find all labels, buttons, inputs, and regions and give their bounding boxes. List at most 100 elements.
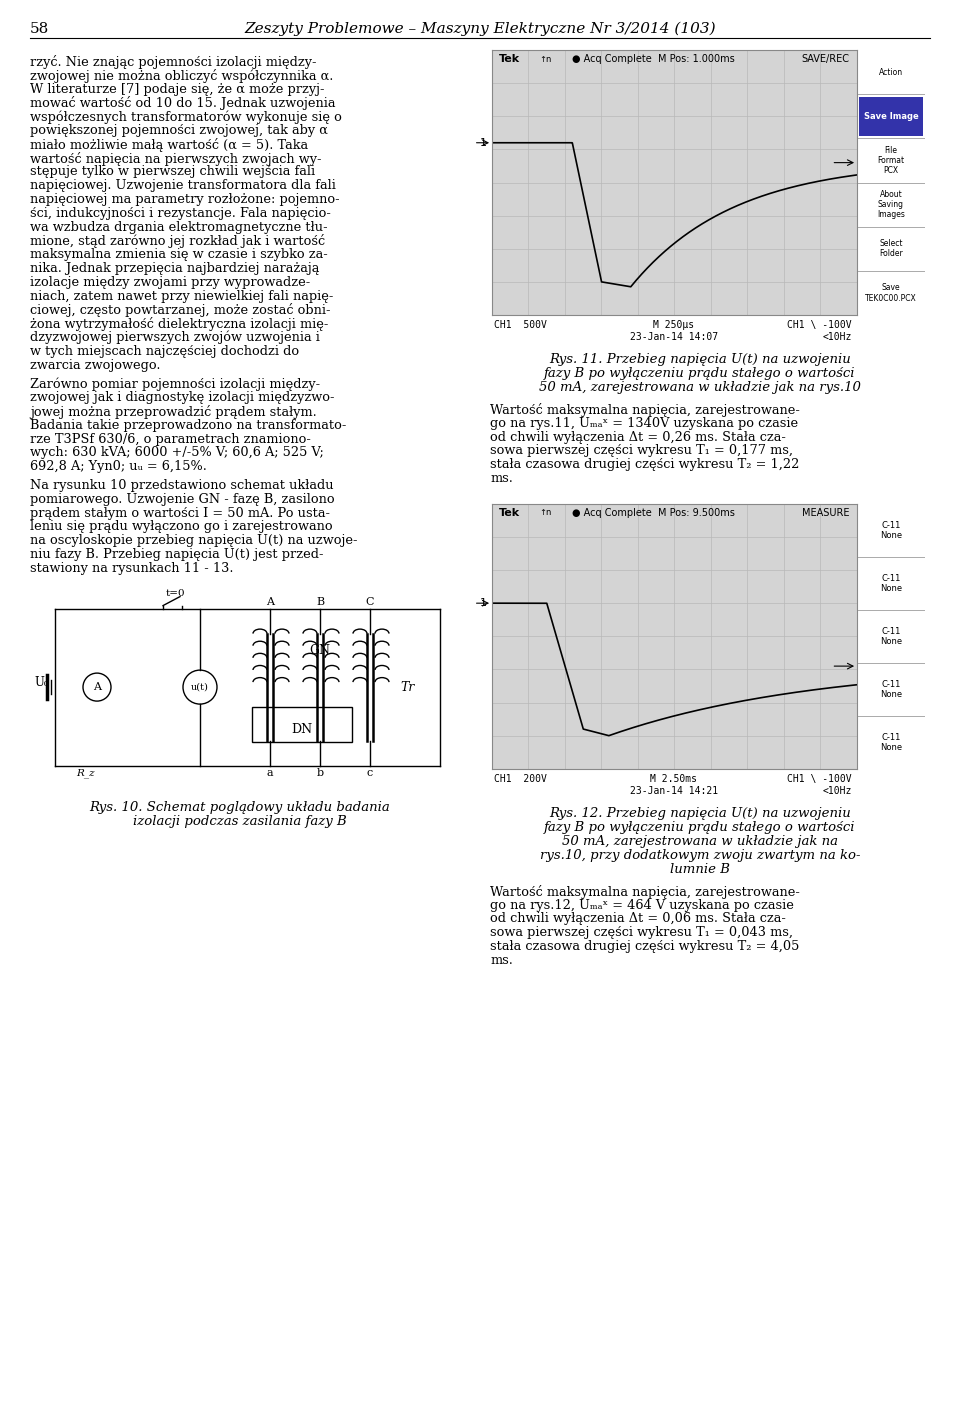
Text: 1: 1: [480, 599, 487, 609]
Text: File
Format
PCX: File Format PCX: [877, 146, 904, 176]
Text: Zeszyty Problemowe – Maszyny Elektryczne Nr 3/2014 (103): Zeszyty Problemowe – Maszyny Elektryczne…: [244, 23, 716, 37]
Text: Save Image: Save Image: [864, 112, 919, 121]
Text: go na rys.12, Uₘₐˣ = 464 V uzyskana po czasie: go na rys.12, Uₘₐˣ = 464 V uzyskana po c…: [490, 898, 794, 911]
Text: fazy B po wyłączeniu prądu stałego o wartości: fazy B po wyłączeniu prądu stałego o war…: [544, 820, 855, 834]
Text: R_z: R_z: [76, 769, 94, 779]
Text: napięciowej. Uzwojenie transformatora dla fali: napięciowej. Uzwojenie transformatora dl…: [30, 179, 336, 192]
Text: stała czasowa drugiej części wykresu T₂ = 1,22: stała czasowa drugiej części wykresu T₂ …: [490, 458, 800, 471]
Text: GN: GN: [309, 644, 330, 657]
Text: zwarcia zwojowego.: zwarcia zwojowego.: [30, 359, 160, 372]
Text: 50 mA, zarejestrowana w układzie jak na rys.10: 50 mA, zarejestrowana w układzie jak na …: [540, 380, 861, 394]
Text: Tek: Tek: [499, 54, 520, 64]
Text: CH1 \ -100V: CH1 \ -100V: [787, 773, 852, 783]
Text: Tr: Tr: [400, 681, 415, 694]
Text: zwojowej jak i diagnostykę izolacji międzyzwo-: zwojowej jak i diagnostykę izolacji międ…: [30, 392, 334, 404]
Text: Zarówno pomiar pojemności izolacji między-: Zarówno pomiar pojemności izolacji międz…: [30, 377, 320, 390]
Text: CH1 \ -100V: CH1 \ -100V: [787, 321, 852, 331]
Text: M 2.50ms: M 2.50ms: [651, 773, 698, 783]
Text: ● Acq Complete  M Pos: 1.000ms: ● Acq Complete M Pos: 1.000ms: [572, 54, 735, 64]
Text: współczesnych transformatorów wykonuje się o: współczesnych transformatorów wykonuje s…: [30, 111, 342, 123]
Text: Save
TEK0C00.PCX: Save TEK0C00.PCX: [865, 284, 917, 302]
Text: c: c: [367, 768, 373, 778]
Text: u(t): u(t): [191, 683, 209, 691]
Text: rzyć. Nie znając pojemności izolacji między-: rzyć. Nie znając pojemności izolacji mię…: [30, 55, 317, 70]
Text: wych: 630 kVA; 6000 +/-5% V; 60,6 A; 525 V;: wych: 630 kVA; 6000 +/-5% V; 60,6 A; 525…: [30, 447, 324, 460]
Text: B: B: [316, 596, 324, 606]
Text: na oscyloskopie przebieg napięcia U(t) na uzwoje-: na oscyloskopie przebieg napięcia U(t) n…: [30, 534, 357, 548]
Text: CH1  500V: CH1 500V: [494, 321, 547, 331]
Text: C-11
None: C-11 None: [880, 680, 902, 700]
Text: napięciowej ma parametry rozłożone: pojemno-: napięciowej ma parametry rozłożone: poje…: [30, 193, 340, 206]
Text: Wartość maksymalna napięcia, zarejestrowane-: Wartość maksymalna napięcia, zarejestrow…: [490, 885, 800, 898]
Text: ms.: ms.: [490, 473, 513, 485]
Text: dzyzwojowej pierwszych zwojów uzwojenia i: dzyzwojowej pierwszych zwojów uzwojenia …: [30, 331, 320, 345]
Text: pomiarowego. Uzwojenie GN - fazę B, zasilono: pomiarowego. Uzwojenie GN - fazę B, zasi…: [30, 492, 335, 505]
Text: mione, stąd zarówno jej rozkład jak i wartość: mione, stąd zarówno jej rozkład jak i wa…: [30, 234, 325, 248]
Text: Action: Action: [879, 68, 903, 77]
Text: Tek: Tek: [499, 508, 520, 518]
Text: C: C: [366, 596, 374, 606]
Text: stawiony na rysunkach 11 - 13.: stawiony na rysunkach 11 - 13.: [30, 562, 233, 575]
Text: W literaturze [7] podaje się, że α może przyj-: W literaturze [7] podaje się, że α może …: [30, 82, 324, 95]
Text: prądem stałym o wartości I = 50 mA. Po usta-: prądem stałym o wartości I = 50 mA. Po u…: [30, 507, 330, 519]
Text: rys.10, przy dodatkowym zwoju zwartym na ko-: rys.10, przy dodatkowym zwoju zwartym na…: [540, 849, 860, 861]
Bar: [252, 707, 352, 742]
Text: maksymalna zmienia się w czasie i szybko za-: maksymalna zmienia się w czasie i szybko…: [30, 248, 327, 261]
Text: 23-Jan-14 14:07: 23-Jan-14 14:07: [630, 332, 718, 342]
Text: nika. Jednak przepięcia najbardziej narażają: nika. Jednak przepięcia najbardziej nara…: [30, 263, 320, 275]
Text: C-11
None: C-11 None: [880, 573, 902, 593]
Text: fazy B po wyłączeniu prądu stałego o wartości: fazy B po wyłączeniu prądu stałego o war…: [544, 368, 855, 380]
Text: U₀: U₀: [35, 675, 49, 688]
Text: Wartość maksymalna napięcia, zarejestrowane-: Wartość maksymalna napięcia, zarejestrow…: [490, 403, 800, 417]
Text: b: b: [317, 768, 324, 778]
Text: sowa pierwszej części wykresu T₁ = 0,043 ms,: sowa pierwszej części wykresu T₁ = 0,043…: [490, 927, 793, 939]
Text: <10Hz: <10Hz: [823, 786, 852, 796]
Text: ● Acq Complete  M Pos: 9.500ms: ● Acq Complete M Pos: 9.500ms: [572, 508, 735, 518]
Text: stępuje tylko w pierwszej chwili wejścia fali: stępuje tylko w pierwszej chwili wejścia…: [30, 166, 315, 179]
Text: Badania takie przeprowadzono na transformato-: Badania takie przeprowadzono na transfor…: [30, 419, 347, 431]
Text: leniu się prądu wyłączono go i zarejestrowano: leniu się prądu wyłączono go i zarejestr…: [30, 521, 332, 534]
Text: 50 mA, zarejestrowana w układzie jak na: 50 mA, zarejestrowana w układzie jak na: [562, 834, 838, 847]
Text: Rys. 10. Schemat poglądowy układu badania: Rys. 10. Schemat poglądowy układu badani…: [89, 800, 391, 813]
Text: A: A: [93, 683, 101, 692]
Text: mować wartość od 10 do 15. Jednak uzwojenia: mować wartość od 10 do 15. Jednak uzwoje…: [30, 96, 335, 111]
Text: a: a: [267, 768, 274, 778]
Text: zwojowej nie można obliczyć współczynnika α.: zwojowej nie można obliczyć współczynnik…: [30, 68, 333, 82]
Text: DN: DN: [292, 724, 313, 736]
Text: About
Saving
Images: About Saving Images: [877, 190, 905, 220]
Text: A: A: [266, 596, 274, 606]
Text: ciowej, często powtarzanej, może zostać obni-: ciowej, często powtarzanej, może zostać …: [30, 304, 330, 318]
Text: od chwili wyłączenia Δt = 0,06 ms. Stała cza-: od chwili wyłączenia Δt = 0,06 ms. Stała…: [490, 912, 786, 925]
Text: Na rysunku 10 przedstawiono schemat układu: Na rysunku 10 przedstawiono schemat ukła…: [30, 480, 334, 492]
Text: ↑n: ↑n: [540, 54, 552, 64]
Text: lumnie B: lumnie B: [670, 863, 730, 876]
Text: t=0: t=0: [165, 589, 185, 597]
Text: wartość napięcia na pierwszych zwojach wy-: wartość napięcia na pierwszych zwojach w…: [30, 152, 322, 166]
Text: niu fazy B. Przebieg napięcia U(t) jest przed-: niu fazy B. Przebieg napięcia U(t) jest …: [30, 548, 324, 561]
Text: izolacje między zwojami przy wyprowadze-: izolacje między zwojami przy wyprowadze-: [30, 275, 310, 289]
Text: od chwili wyłączenia Δt = 0,26 ms. Stała cza-: od chwili wyłączenia Δt = 0,26 ms. Stała…: [490, 430, 786, 444]
Text: 58: 58: [30, 23, 49, 35]
Text: jowej można przeprowadzić prądem stałym.: jowej można przeprowadzić prądem stałym.: [30, 404, 317, 419]
Bar: [859, 96, 923, 136]
Text: C-11
None: C-11 None: [880, 732, 902, 752]
Text: wa wzbudza drgania elektromagnetyczne tłu-: wa wzbudza drgania elektromagnetyczne tł…: [30, 220, 327, 234]
Text: Rys. 11. Przebieg napięcia U(t) na uzwojeniu: Rys. 11. Przebieg napięcia U(t) na uzwoj…: [549, 353, 851, 366]
Text: 23-Jan-14 14:21: 23-Jan-14 14:21: [630, 786, 718, 796]
Text: ms.: ms.: [490, 954, 513, 966]
Text: w tych miejscach najczęściej dochodzi do: w tych miejscach najczęściej dochodzi do: [30, 345, 300, 358]
Text: MEASURE: MEASURE: [803, 508, 850, 518]
Text: M 250μs: M 250μs: [654, 321, 695, 331]
Text: ści, indukcyjności i rezystancje. Fala napięcio-: ści, indukcyjności i rezystancje. Fala n…: [30, 207, 331, 220]
Text: Rys. 12. Przebieg napięcia U(t) na uzwojeniu: Rys. 12. Przebieg napięcia U(t) na uzwoj…: [549, 807, 851, 820]
Text: niach, zatem nawet przy niewielkiej fali napię-: niach, zatem nawet przy niewielkiej fali…: [30, 289, 333, 302]
Text: ↑n: ↑n: [540, 508, 552, 518]
Text: stała czasowa drugiej części wykresu T₂ = 4,05: stała czasowa drugiej części wykresu T₂ …: [490, 939, 800, 954]
Text: SAVE/REC: SAVE/REC: [802, 54, 850, 64]
Text: żona wytrzymałość dielektryczna izolacji mię-: żona wytrzymałość dielektryczna izolacji…: [30, 318, 328, 331]
Text: 692,8 A; Yyn0; uᵤ = 6,15%.: 692,8 A; Yyn0; uᵤ = 6,15%.: [30, 460, 206, 473]
Text: miało możliwie małą wartość (α = 5). Taka: miało możliwie małą wartość (α = 5). Tak…: [30, 138, 308, 152]
Text: powiększonej pojemności zwojowej, tak aby α: powiększonej pojemności zwojowej, tak ab…: [30, 123, 328, 138]
Text: rze T3PSf 630/6, o parametrach znamiono-: rze T3PSf 630/6, o parametrach znamiono-: [30, 433, 311, 446]
Text: <10Hz: <10Hz: [823, 332, 852, 342]
